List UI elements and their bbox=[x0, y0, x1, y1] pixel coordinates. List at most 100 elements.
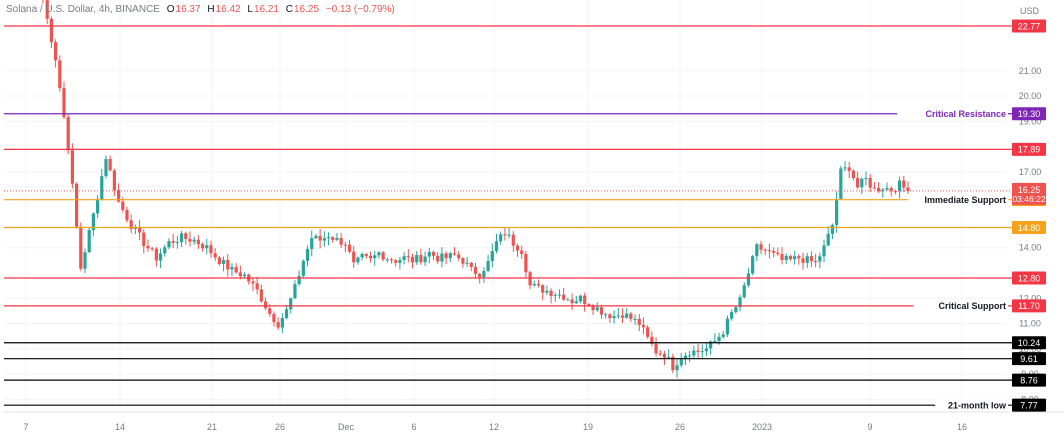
x-tick-label: 14 bbox=[115, 422, 125, 432]
annotation-bg bbox=[913, 299, 1008, 312]
candle-body bbox=[49, 18, 53, 43]
candle-body bbox=[763, 249, 767, 251]
candle-body bbox=[608, 314, 612, 319]
price-badge-label: 17.89 bbox=[1018, 145, 1041, 155]
candle-body bbox=[53, 42, 58, 61]
y-tick-label: 20.00 bbox=[1019, 91, 1042, 101]
candle-body bbox=[637, 318, 641, 325]
candle-body bbox=[259, 289, 263, 302]
candle-body bbox=[788, 256, 793, 260]
price-line-annotation: Critical Resistance bbox=[925, 109, 1006, 119]
candle-body bbox=[490, 251, 494, 262]
candle-body bbox=[368, 255, 373, 259]
candle-body bbox=[163, 247, 167, 254]
candle-body bbox=[335, 237, 339, 240]
candle-body bbox=[780, 254, 784, 260]
annotation-bg bbox=[908, 193, 1008, 206]
close-key: C bbox=[285, 4, 293, 15]
candle-body bbox=[402, 256, 406, 261]
x-tick-label: 19 bbox=[583, 422, 593, 432]
candle-body bbox=[385, 259, 389, 261]
candle-body bbox=[650, 336, 654, 344]
candle-body bbox=[431, 252, 436, 256]
x-tick-label: Dec bbox=[338, 422, 355, 432]
candle-body bbox=[662, 353, 667, 358]
candle-body bbox=[364, 254, 368, 256]
candle-body bbox=[112, 170, 116, 191]
price-badge-label: 19.30 bbox=[1018, 109, 1041, 119]
y-tick-label: 19.00 bbox=[1019, 116, 1042, 126]
candle-body bbox=[486, 261, 490, 271]
annotation-bg bbox=[897, 107, 1008, 120]
candle-body bbox=[717, 336, 721, 341]
candle-body bbox=[683, 355, 688, 360]
last-price-label: 16.25 bbox=[1018, 185, 1041, 195]
candle-body bbox=[536, 283, 541, 286]
candle-body bbox=[121, 201, 125, 210]
change-value: −0.13 (−0.79%) bbox=[325, 4, 395, 15]
price-line-annotation: Critical Support bbox=[938, 301, 1006, 311]
candle-body bbox=[591, 306, 595, 311]
candlestick-series bbox=[41, 0, 910, 378]
candle-body bbox=[205, 245, 209, 249]
candle-body bbox=[184, 233, 188, 239]
candle-body bbox=[692, 350, 696, 356]
candle-body bbox=[398, 260, 402, 263]
price-badge bbox=[1012, 373, 1046, 387]
annotation-bg bbox=[935, 399, 1008, 412]
candle-body bbox=[314, 235, 318, 239]
price-badge-label: 14.80 bbox=[1018, 223, 1041, 233]
time-axis[interactable]: 7 14 21 26 Dec 6 12 19 26 2023 9 16 bbox=[23, 422, 967, 432]
candle-body bbox=[213, 253, 217, 258]
candle-body bbox=[79, 226, 83, 269]
candle-body bbox=[671, 356, 675, 371]
candle-body bbox=[902, 180, 906, 188]
y-tick-label: 14.00 bbox=[1019, 243, 1042, 253]
candle-body bbox=[465, 262, 469, 264]
candle-body bbox=[142, 232, 146, 247]
candle-body bbox=[822, 245, 826, 257]
candle-body bbox=[347, 244, 352, 252]
candle-body bbox=[116, 190, 121, 202]
candle-body bbox=[457, 254, 461, 259]
candle-body bbox=[633, 318, 637, 320]
candle-body bbox=[776, 252, 780, 255]
candle-body bbox=[872, 187, 877, 189]
candle-body bbox=[154, 248, 158, 261]
candle-body bbox=[200, 244, 205, 249]
price-badge bbox=[1012, 398, 1046, 412]
candle-body bbox=[108, 159, 112, 171]
candle-body bbox=[629, 313, 633, 319]
candle-body bbox=[562, 294, 566, 300]
x-tick-label: 16 bbox=[957, 422, 967, 432]
candle-body bbox=[394, 260, 398, 263]
x-tick-label: 26 bbox=[275, 422, 285, 432]
candle-body bbox=[814, 261, 818, 263]
candle-body bbox=[209, 245, 213, 254]
candle-body bbox=[515, 245, 520, 251]
candle-body bbox=[830, 224, 835, 234]
candle-body bbox=[898, 180, 902, 192]
price-badges: 22.7719.3017.8915.9014.8012.8011.7010.24… bbox=[1012, 19, 1046, 412]
horizontal-price-lines[interactable]: Critical Resistance Immediate Support Crit… bbox=[4, 25, 1012, 412]
candle-body bbox=[843, 167, 847, 169]
candle-body bbox=[494, 241, 499, 252]
candle-body bbox=[339, 237, 343, 245]
symbol-legend: Solana / U.S. Dollar, 4h, BINANCE O16.37… bbox=[6, 4, 395, 15]
price-line-annotation: 21-month low bbox=[948, 400, 1007, 410]
candle-body bbox=[646, 327, 650, 337]
candle-body bbox=[532, 283, 536, 286]
candle-body bbox=[881, 189, 885, 192]
candle-body bbox=[104, 159, 108, 177]
candle-body bbox=[444, 253, 448, 259]
candle-body bbox=[251, 281, 255, 284]
candle-body bbox=[700, 351, 704, 353]
candle-body bbox=[767, 250, 772, 252]
candle-body bbox=[809, 256, 814, 262]
candle-body bbox=[553, 295, 557, 297]
candle-body bbox=[742, 285, 746, 298]
candle-body bbox=[473, 266, 478, 274]
candle-body bbox=[352, 251, 356, 263]
candle-body bbox=[549, 290, 553, 296]
